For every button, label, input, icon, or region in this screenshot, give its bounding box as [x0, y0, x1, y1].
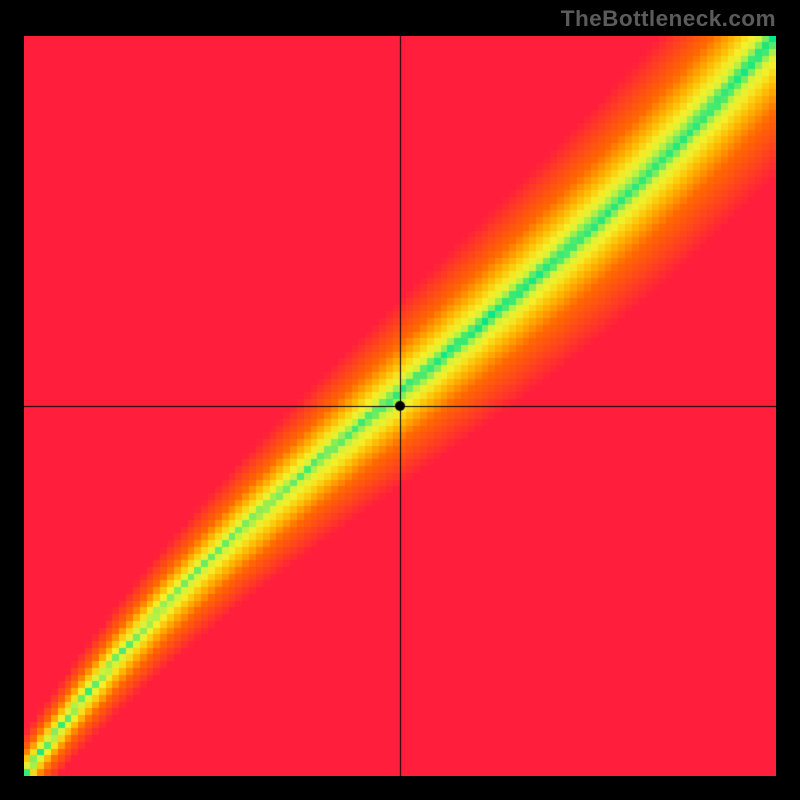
watermark-text: TheBottleneck.com — [561, 6, 776, 32]
figure-container: TheBottleneck.com — [0, 0, 800, 800]
heatmap-canvas — [24, 36, 776, 776]
plot-area — [24, 36, 776, 776]
